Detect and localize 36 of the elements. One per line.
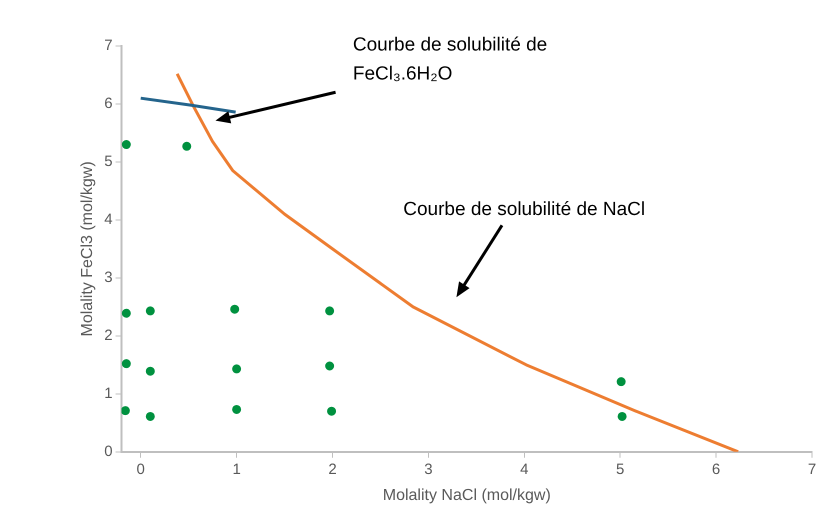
point — [146, 412, 155, 421]
x-axis-title: Molality NaCl (mol/kgw) — [382, 486, 551, 504]
y-tick-label: 7 — [104, 37, 113, 54]
point — [122, 308, 131, 318]
point — [146, 366, 155, 376]
y-tick-label: 1 — [104, 384, 113, 402]
y-tick-label: 3 — [104, 269, 113, 286]
x-tick-label: 2 — [328, 460, 337, 478]
point — [325, 306, 334, 316]
point — [232, 404, 242, 414]
x-tick-label: 3 — [424, 460, 433, 478]
point — [122, 406, 130, 416]
point — [327, 406, 336, 416]
point — [618, 412, 627, 421]
x-tick-label: 6 — [712, 460, 720, 478]
point — [325, 362, 334, 371]
point — [232, 364, 242, 374]
x-tick-label: 7 — [808, 460, 816, 478]
y-tick-label: 6 — [104, 95, 113, 112]
y-axis-title: Molality FeCl3 (mol/kgw) — [79, 161, 96, 336]
x-tick-label: 5 — [616, 460, 624, 478]
y-tick-label: 0 — [104, 442, 113, 460]
point — [122, 359, 131, 368]
point — [616, 377, 626, 386]
x-tick-label: 1 — [232, 460, 241, 478]
annotation: Courbe de solubilité de NaCl — [403, 198, 646, 220]
point — [230, 304, 240, 314]
y-tick-label: 5 — [104, 153, 113, 170]
point — [146, 306, 155, 316]
annotation: Courbe de solubilité de FeCl₃.6H₂O — [352, 34, 548, 85]
y-tick-label: 4 — [104, 211, 113, 228]
point — [122, 140, 131, 150]
x-tick-label: 4 — [520, 460, 528, 478]
y-tick-label: 2 — [104, 327, 113, 344]
point — [182, 142, 192, 151]
x-tick-label: 0 — [136, 460, 145, 478]
